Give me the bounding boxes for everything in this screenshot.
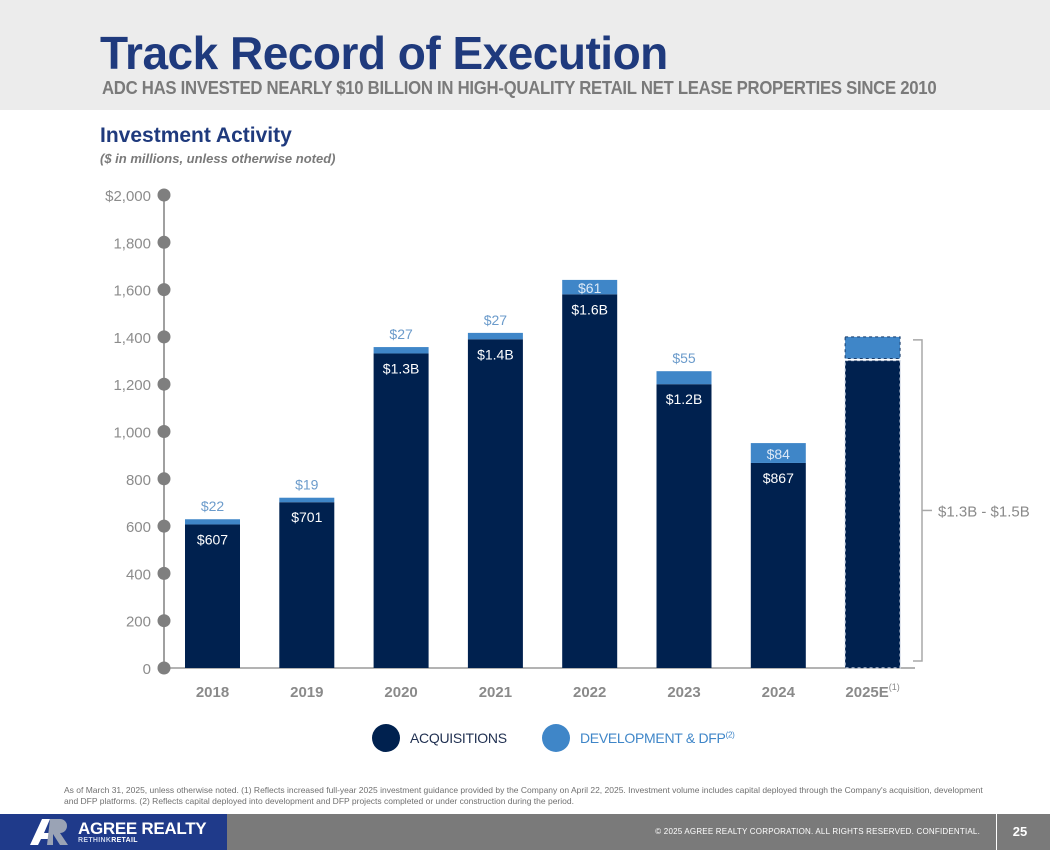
data-label-acquisitions: $607 [197, 531, 228, 547]
range-annotation-label: $1.3B - $1.5B [938, 503, 1030, 520]
legend-label-acquisitions: ACQUISITIONS [410, 730, 507, 746]
bar-development [750, 443, 806, 463]
x-tick-label: 2022 [573, 684, 606, 701]
data-label-acquisitions: $1.6B [571, 301, 608, 317]
data-label-development: $55 [672, 350, 696, 366]
y-tick-marker [157, 472, 171, 486]
bar-acquisitions [373, 353, 429, 668]
y-tick-marker [157, 661, 171, 675]
y-tick-label: 600 [126, 519, 151, 536]
chart-subtitle: ($ in millions, unless otherwise noted) [100, 151, 336, 166]
data-label-development: $27 [389, 326, 413, 342]
x-tick-footnote-ref: (1) [889, 682, 900, 692]
bar-acquisitions [467, 339, 523, 668]
data-label-acquisitions: $701 [291, 509, 322, 525]
y-tick-label: 1,800 [113, 235, 151, 252]
x-tick-label: 2019 [290, 684, 323, 701]
bar-acquisitions [279, 502, 335, 668]
footnote: As of March 31, 2025, unless otherwise n… [64, 785, 983, 806]
data-label-development: $22 [201, 498, 225, 514]
range-bracket [913, 339, 923, 662]
page-number-divider [996, 814, 997, 850]
page-title: Track Record of Execution [100, 27, 668, 79]
bar-acquisitions [656, 384, 712, 668]
bar-development [467, 332, 523, 340]
y-tick-label: 0 [143, 661, 151, 678]
bar-development [844, 336, 901, 360]
agree-logo-icon [30, 819, 68, 845]
y-tick-marker [157, 566, 171, 580]
chart-title: Investment Activity [100, 124, 292, 147]
data-label-acquisitions: $1.4B [477, 346, 514, 362]
legend-footnote-ref: (2) [725, 730, 735, 740]
header-band: Track Record of Execution ADC HAS INVEST… [0, 0, 1050, 110]
bar-development [656, 371, 712, 385]
data-label-acquisitions: $1.3B [383, 360, 420, 376]
y-tick-marker [157, 377, 171, 391]
page-number: 25 [1012, 824, 1028, 839]
bar-acquisitions [844, 359, 901, 669]
data-label-acquisitions: $1.2B [666, 391, 703, 407]
bar-acquisitions [750, 462, 806, 668]
y-tick-label: 1,600 [113, 283, 151, 300]
bar-acquisitions [185, 524, 240, 668]
bar-development [279, 497, 335, 503]
bar-development [373, 347, 429, 354]
y-tick-label: $2,000 [105, 188, 151, 205]
y-tick-marker [157, 330, 171, 344]
logo-tagline-light: RETHINK [78, 837, 112, 844]
x-tick-label: 2018 [196, 684, 229, 701]
y-tick-marker [157, 614, 171, 628]
y-tick-marker [157, 235, 171, 249]
logo-tagline: RETHINKRETAIL [78, 837, 138, 844]
data-label-development: $84 [767, 446, 791, 462]
data-label-development: $19 [295, 477, 319, 493]
y-tick-label: 1,400 [113, 330, 151, 347]
data-label-development: $61 [578, 280, 602, 296]
y-tick-marker [157, 519, 171, 533]
y-tick-label: 200 [126, 614, 151, 631]
legend-item-development: DEVELOPMENT & DFP(2) [542, 724, 735, 752]
page-subtitle: ADC HAS INVESTED NEARLY $10 BILLION IN H… [102, 78, 937, 98]
legend-label-development: DEVELOPMENT & DFP(2) [580, 730, 735, 746]
x-tick-label: 2020 [384, 684, 417, 701]
x-tick-label: 2021 [479, 684, 512, 701]
y-tick-label: 800 [126, 472, 151, 489]
x-tick-label: 2023 [667, 684, 700, 701]
footer: AGREE REALTY RETHINKRETAIL © 2025 AGREE … [0, 814, 1050, 850]
y-tick-marker [157, 283, 171, 297]
y-tick-marker [157, 425, 171, 438]
logo-tagline-bold: RETAIL [111, 837, 138, 844]
legend-swatch-development [542, 724, 570, 752]
bar-acquisitions [562, 294, 618, 668]
company-logo: AGREE REALTY RETHINKRETAIL [0, 814, 227, 850]
y-tick-marker [157, 188, 171, 202]
data-label-acquisitions: $867 [763, 470, 794, 486]
legend-item-acquisitions: ACQUISITIONS [372, 724, 507, 752]
x-tick-label: 2024 [762, 684, 796, 701]
x-tick-label: 2025E(1) [845, 682, 899, 701]
copyright-text: © 2025 AGREE REALTY CORPORATION. ALL RIG… [655, 827, 980, 836]
legend-swatch-acquisitions [372, 724, 400, 752]
data-label-development: $27 [484, 312, 508, 328]
bar-development [185, 519, 240, 525]
y-tick-label: 1,000 [113, 425, 151, 442]
bar-development [562, 279, 618, 295]
investment-chart: 0 200 400 600 800 1,000 1,200 1,400 1,600 1,800 $2… [105, 188, 1030, 701]
legend-label-development-text: DEVELOPMENT & DFP [580, 730, 726, 746]
y-tick-label: 400 [126, 566, 151, 583]
logo-text: AGREE REALTY [78, 819, 207, 838]
y-tick-label: 1,200 [113, 377, 151, 394]
